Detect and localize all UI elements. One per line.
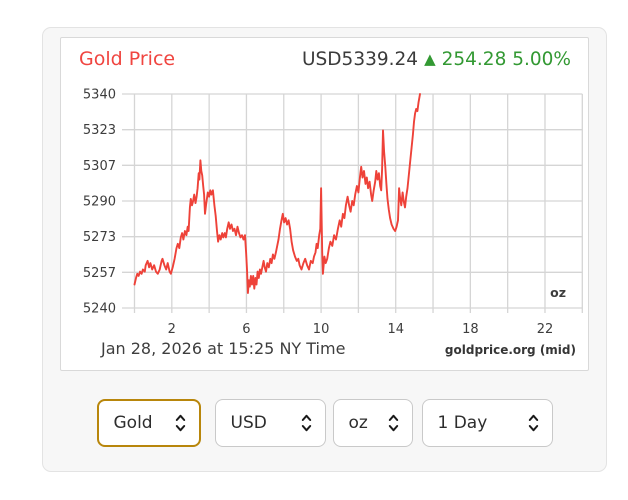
stepper-icon	[528, 414, 538, 432]
chart-caption: Jan 28, 2026 at 15:25 NY Time goldprice.…	[101, 339, 576, 363]
svg-text:oz: oz	[550, 285, 566, 300]
current-price: USD5339.24	[302, 49, 419, 70]
unit-select-value: oz	[348, 413, 368, 433]
price-change: 254.28 5.00%	[441, 49, 571, 70]
stepper-icon	[301, 414, 311, 432]
stepper-icon	[175, 414, 185, 432]
period-select-value: 1 Day	[437, 413, 488, 433]
chart-date-label: Jan 28, 2026 at 15:25 NY Time	[101, 339, 346, 358]
chart-source-label: goldprice.org (mid)	[444, 343, 576, 357]
svg-text:18: 18	[462, 322, 479, 337]
svg-text:5307: 5307	[83, 159, 116, 174]
price-chart: 5340 5323 5307 5290 5273 5257 5240 2 6 10 14 18 22 oz	[83, 88, 583, 337]
svg-text:10: 10	[313, 322, 330, 337]
price-up-icon: ▲	[424, 50, 436, 68]
svg-text:5290: 5290	[83, 195, 116, 210]
svg-text:6: 6	[242, 322, 250, 337]
currency-select[interactable]: USD	[214, 399, 326, 447]
stepper-icon	[388, 414, 398, 432]
gold-price-widget: 5340 5323 5307 5290 5273 5257 5240 2 6 10 14 18 22 oz…	[42, 27, 607, 472]
svg-text:2: 2	[168, 322, 176, 337]
svg-text:5323: 5323	[83, 123, 116, 138]
metal-select-value: Gold	[113, 413, 153, 433]
metal-select[interactable]: Gold	[96, 399, 201, 447]
svg-text:14: 14	[387, 322, 404, 337]
period-select[interactable]: 1 Day	[421, 399, 553, 447]
controls-row: Gold USD oz 1 Day	[43, 399, 606, 447]
chart-title: Gold Price	[79, 48, 176, 70]
currency-select-value: USD	[230, 413, 267, 433]
svg-text:5240: 5240	[83, 302, 116, 317]
price-block: USD5339.24 ▲ 254.28 5.00%	[302, 49, 571, 70]
svg-text:5273: 5273	[83, 230, 116, 245]
svg-text:5257: 5257	[83, 266, 116, 281]
svg-text:22: 22	[537, 322, 554, 337]
chart-panel: 5340 5323 5307 5290 5273 5257 5240 2 6 10 14 18 22 oz…	[60, 37, 589, 371]
svg-text:5340: 5340	[83, 88, 116, 103]
chart-header: Gold Price USD5339.24 ▲ 254.28 5.00%	[79, 48, 571, 72]
unit-select[interactable]: oz	[332, 399, 413, 447]
